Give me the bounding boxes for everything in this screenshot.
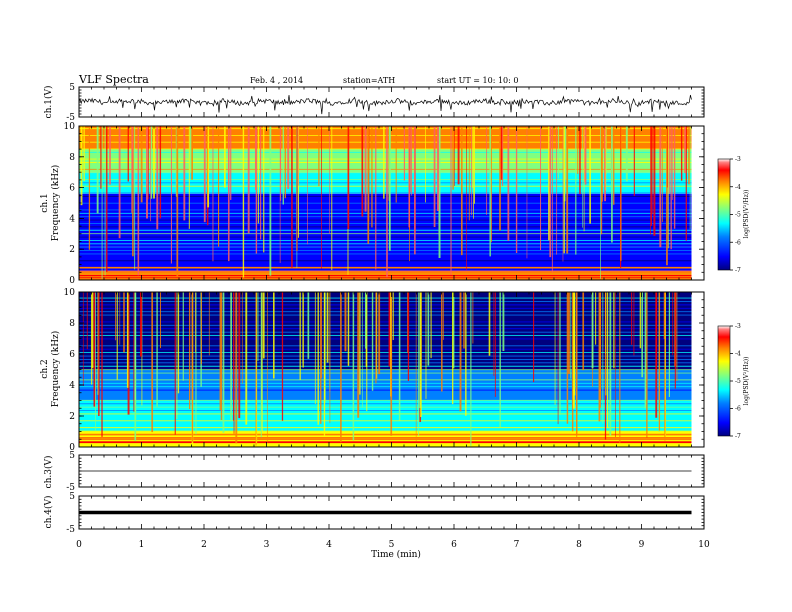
ch1-spec-ytick-label: 2	[69, 245, 75, 255]
x-tick-label: 8	[576, 540, 582, 550]
ch1-spec-colorbar-tick: -4	[735, 184, 741, 191]
ch2-spec-band	[79, 400, 692, 432]
ch2-spec-channel-label: ch.2	[40, 359, 50, 378]
start-time-label: start UT = 10: 10: 0	[437, 76, 518, 85]
ch2-spec-band	[79, 369, 692, 401]
ch2-spec-ytick-label: 10	[64, 288, 76, 298]
x-tick-label: 7	[514, 540, 520, 550]
ch3-wave-ytick-label: -5	[66, 483, 75, 493]
ch4-wave-ytick-label: 5	[69, 492, 75, 502]
ch1-spec-ylabel: Frequency (kHz)	[50, 165, 61, 242]
ch2-spec-ytick-label: 8	[69, 319, 75, 329]
ch1-spec-ytick-label: 4	[69, 214, 75, 224]
ch1-spec-ytick-label: 0	[69, 276, 75, 286]
ch1-spec-colorbar-tick: -6	[735, 239, 741, 246]
ch1-spec-ytick-label: 8	[69, 153, 75, 163]
x-tick-label: 6	[451, 540, 457, 550]
ch1-spec-colorbar-tick: -5	[735, 212, 741, 219]
x-tick-label: 1	[139, 540, 145, 550]
ch1-spec-colorbar-tick: -7	[735, 267, 741, 274]
ch3-ylabel: ch.3(V)	[43, 456, 54, 489]
figure-title: VLF Spectra	[78, 73, 149, 86]
ch2-spec-ylabel: Frequency (kHz)	[50, 331, 61, 408]
x-tick-label: 10	[698, 540, 710, 550]
ch2-spectrogram-panel: 0 2 4 6 8 10	[64, 288, 705, 453]
ch2-colorbar: log(PSD(V²/Hz)) -3 -4 -5 -6 -7	[717, 323, 750, 440]
x-tick-label: 4	[326, 540, 332, 550]
date-label: Feb. 4 , 2014	[250, 76, 303, 85]
ch1-ylabel: ch.1(V)	[43, 86, 54, 119]
ch1-waveform-panel: 5 -5	[66, 83, 705, 123]
x-tick-label: 2	[201, 540, 207, 550]
ch1-spec-band	[79, 149, 692, 173]
ch1-spec-ytick-label: 6	[69, 184, 75, 194]
ch2-spec-colorbar-tick: -5	[735, 378, 741, 385]
ch1-colorbar-label: log(PSD(V²/Hz))	[743, 190, 750, 239]
x-axis-label: Time (min)	[371, 549, 421, 560]
ch1-spectrogram-panel: 0 2 4 6 8 10	[64, 122, 705, 286]
ch3-waveform-panel: 5 -5	[66, 451, 705, 493]
ch2-spec-ytick-label: 0	[69, 443, 75, 453]
ch2-spec-colorbar-tick: -4	[735, 351, 741, 358]
x-tick-label: 3	[264, 540, 270, 550]
ch3-wave-ytick-label: 5	[69, 451, 75, 461]
ch1-colorbar: log(PSD(V²/Hz)) -3 -4 -5 -6 -7	[717, 156, 750, 274]
ch2-spec-colorbar-tick: -7	[735, 433, 741, 440]
x-tick-label: 9	[639, 540, 645, 550]
x-tick-label: 5	[389, 540, 395, 550]
ch1-spec-ytick-label: 10	[64, 122, 76, 132]
ch1-wave-ytick-label: 5	[69, 83, 75, 93]
x-tick-label: 0	[76, 540, 82, 550]
ch2-spec-colorbar-tick: -3	[735, 323, 741, 330]
time-axis: 0 1 2 3 4 5 6 7 8 9 10	[76, 540, 710, 550]
ch2-spec-ytick-label: 4	[69, 381, 75, 391]
ch2-spec-ytick-label: 6	[69, 350, 75, 360]
ch2-spec-colorbar-tick: -6	[735, 406, 741, 413]
ch1-waveform-line	[78, 94, 692, 115]
ch1-spec-channel-label: ch.1	[40, 193, 50, 212]
ch1-spec-colorbar-tick: -3	[735, 156, 741, 163]
ch4-ylabel: ch.4(V)	[43, 496, 54, 529]
ch1-wave-ytick-label: -5	[66, 113, 75, 123]
ch2-colorbar-label: log(PSD(V²/Hz))	[743, 357, 750, 406]
ch4-waveform-panel: 5 -5	[66, 492, 705, 535]
ch2-spec-ytick-label: 2	[69, 412, 75, 422]
ch4-wave-ytick-label: -5	[66, 525, 75, 535]
station-label: station=ATH	[343, 76, 395, 85]
